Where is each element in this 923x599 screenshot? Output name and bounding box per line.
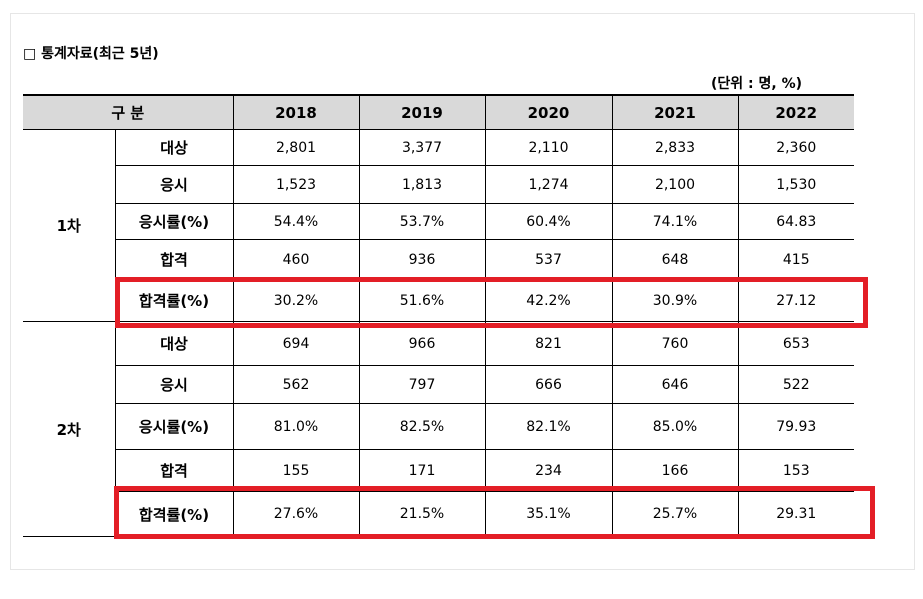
table-cell: 2,110 (484, 129, 612, 166)
table-cell: 171 (358, 449, 485, 492)
table-row: 합격 155 171 234 166 153 (23, 449, 854, 492)
table-cell: 936 (358, 239, 485, 280)
header-year: 2022 (737, 94, 854, 130)
table-row: 합격률(%) 27.6% 21.5% 35.1% 25.7% 29.31 (23, 491, 854, 537)
row-label: 대상 (114, 129, 233, 166)
highlight-box-2 (114, 486, 875, 539)
table-cell: 1,813 (358, 165, 485, 204)
table-cell: 1,523 (232, 165, 359, 204)
row-label: 응시 (114, 365, 233, 404)
header-year: 2018 (232, 94, 359, 130)
table-cell: 760 (611, 321, 738, 366)
table-cell: 694 (232, 321, 359, 366)
group-label: 1차 (23, 129, 115, 322)
table-cell: 166 (611, 449, 738, 492)
header-category: 구 분 (23, 94, 233, 130)
table-cell: 3,377 (358, 129, 485, 166)
table-row: 응시 1,523 1,813 1,274 2,100 1,530 (23, 165, 854, 204)
header-row: 구 분 2018 2019 2020 2021 2022 (23, 94, 854, 130)
table-cell: 85.0% (611, 403, 738, 450)
table-cell: 81.0% (232, 403, 359, 450)
table-cell: 82.1% (484, 403, 612, 450)
table-row: 1차 대상 2,801 3,377 2,110 2,833 2,360 (23, 129, 854, 322)
table-cell: 82.5% (358, 403, 485, 450)
table-row: 응시률(%) 54.4% 53.7% 60.4% 74.1% 64.83 (23, 203, 854, 240)
content-frame (10, 13, 915, 570)
table-cell: 653 (737, 321, 854, 366)
table-cell: 1,274 (484, 165, 612, 204)
row-label: 합격 (114, 449, 233, 492)
table-cell: 2,801 (232, 129, 359, 166)
table-row: 응시률(%) 81.0% 82.5% 82.1% 85.0% 79.93 (23, 403, 854, 450)
table-cell: 30.2% (232, 279, 359, 322)
highlight-box-1 (115, 277, 868, 328)
table-cell: 2,100 (611, 165, 738, 204)
table-cell: 74.1% (611, 203, 738, 240)
row-label: 대상 (114, 321, 233, 366)
table-cell: 415 (737, 239, 854, 280)
row-label: 응시 (114, 165, 233, 204)
row-label: 응시률(%) (114, 403, 233, 450)
table-cell: 2,360 (737, 129, 854, 166)
table-cell: 821 (484, 321, 612, 366)
table-cell: 51.6% (358, 279, 485, 322)
table-cell: 234 (484, 449, 612, 492)
table-cell: 562 (232, 365, 359, 404)
table-cell: 42.2% (484, 279, 612, 322)
table-cell: 60.4% (484, 203, 612, 240)
table-cell: 79.93 (737, 403, 854, 450)
table-cell: 646 (611, 365, 738, 404)
table-cell: 27.12 (737, 279, 854, 322)
table-cell: 53.7% (358, 203, 485, 240)
table-cell: 35.1% (484, 491, 612, 537)
table-cell: 2,833 (611, 129, 738, 166)
table-row: 2차 대상 694 966 821 760 653 (23, 321, 854, 537)
table-row: 합격 460 936 537 648 415 (23, 239, 854, 280)
table-cell: 29.31 (737, 491, 854, 537)
table-cell: 155 (232, 449, 359, 492)
table-cell: 537 (484, 239, 612, 280)
table-cell: 153 (737, 449, 854, 492)
table-row: 응시 562 797 666 646 522 (23, 365, 854, 404)
table-cell: 460 (232, 239, 359, 280)
table-cell: 966 (358, 321, 485, 366)
table-cell: 522 (737, 365, 854, 404)
header-year: 2019 (358, 94, 485, 130)
row-label: 합격률(%) (114, 491, 233, 537)
unit-note: (단위 : 명, %) (711, 76, 803, 92)
table-cell: 64.83 (737, 203, 854, 240)
row-label: 합격 (114, 239, 233, 280)
table-cell: 1,530 (737, 165, 854, 204)
header-year: 2020 (484, 94, 612, 130)
table-cell: 54.4% (232, 203, 359, 240)
table-cell: 648 (611, 239, 738, 280)
page-title: □ 통계자료(최근 5년) (23, 46, 159, 62)
row-label: 응시률(%) (114, 203, 233, 240)
header-year: 2021 (611, 94, 738, 130)
table-cell: 666 (484, 365, 612, 404)
table-row: 합격률(%) 30.2% 51.6% 42.2% 30.9% 27.12 (23, 279, 854, 322)
table-cell: 27.6% (232, 491, 359, 537)
table-cell: 30.9% (611, 279, 738, 322)
statistics-table: 구 분 2018 2019 2020 2021 2022 1차 대상 2,801… (23, 94, 854, 537)
group-label: 2차 (23, 321, 115, 537)
table-cell: 797 (358, 365, 485, 404)
